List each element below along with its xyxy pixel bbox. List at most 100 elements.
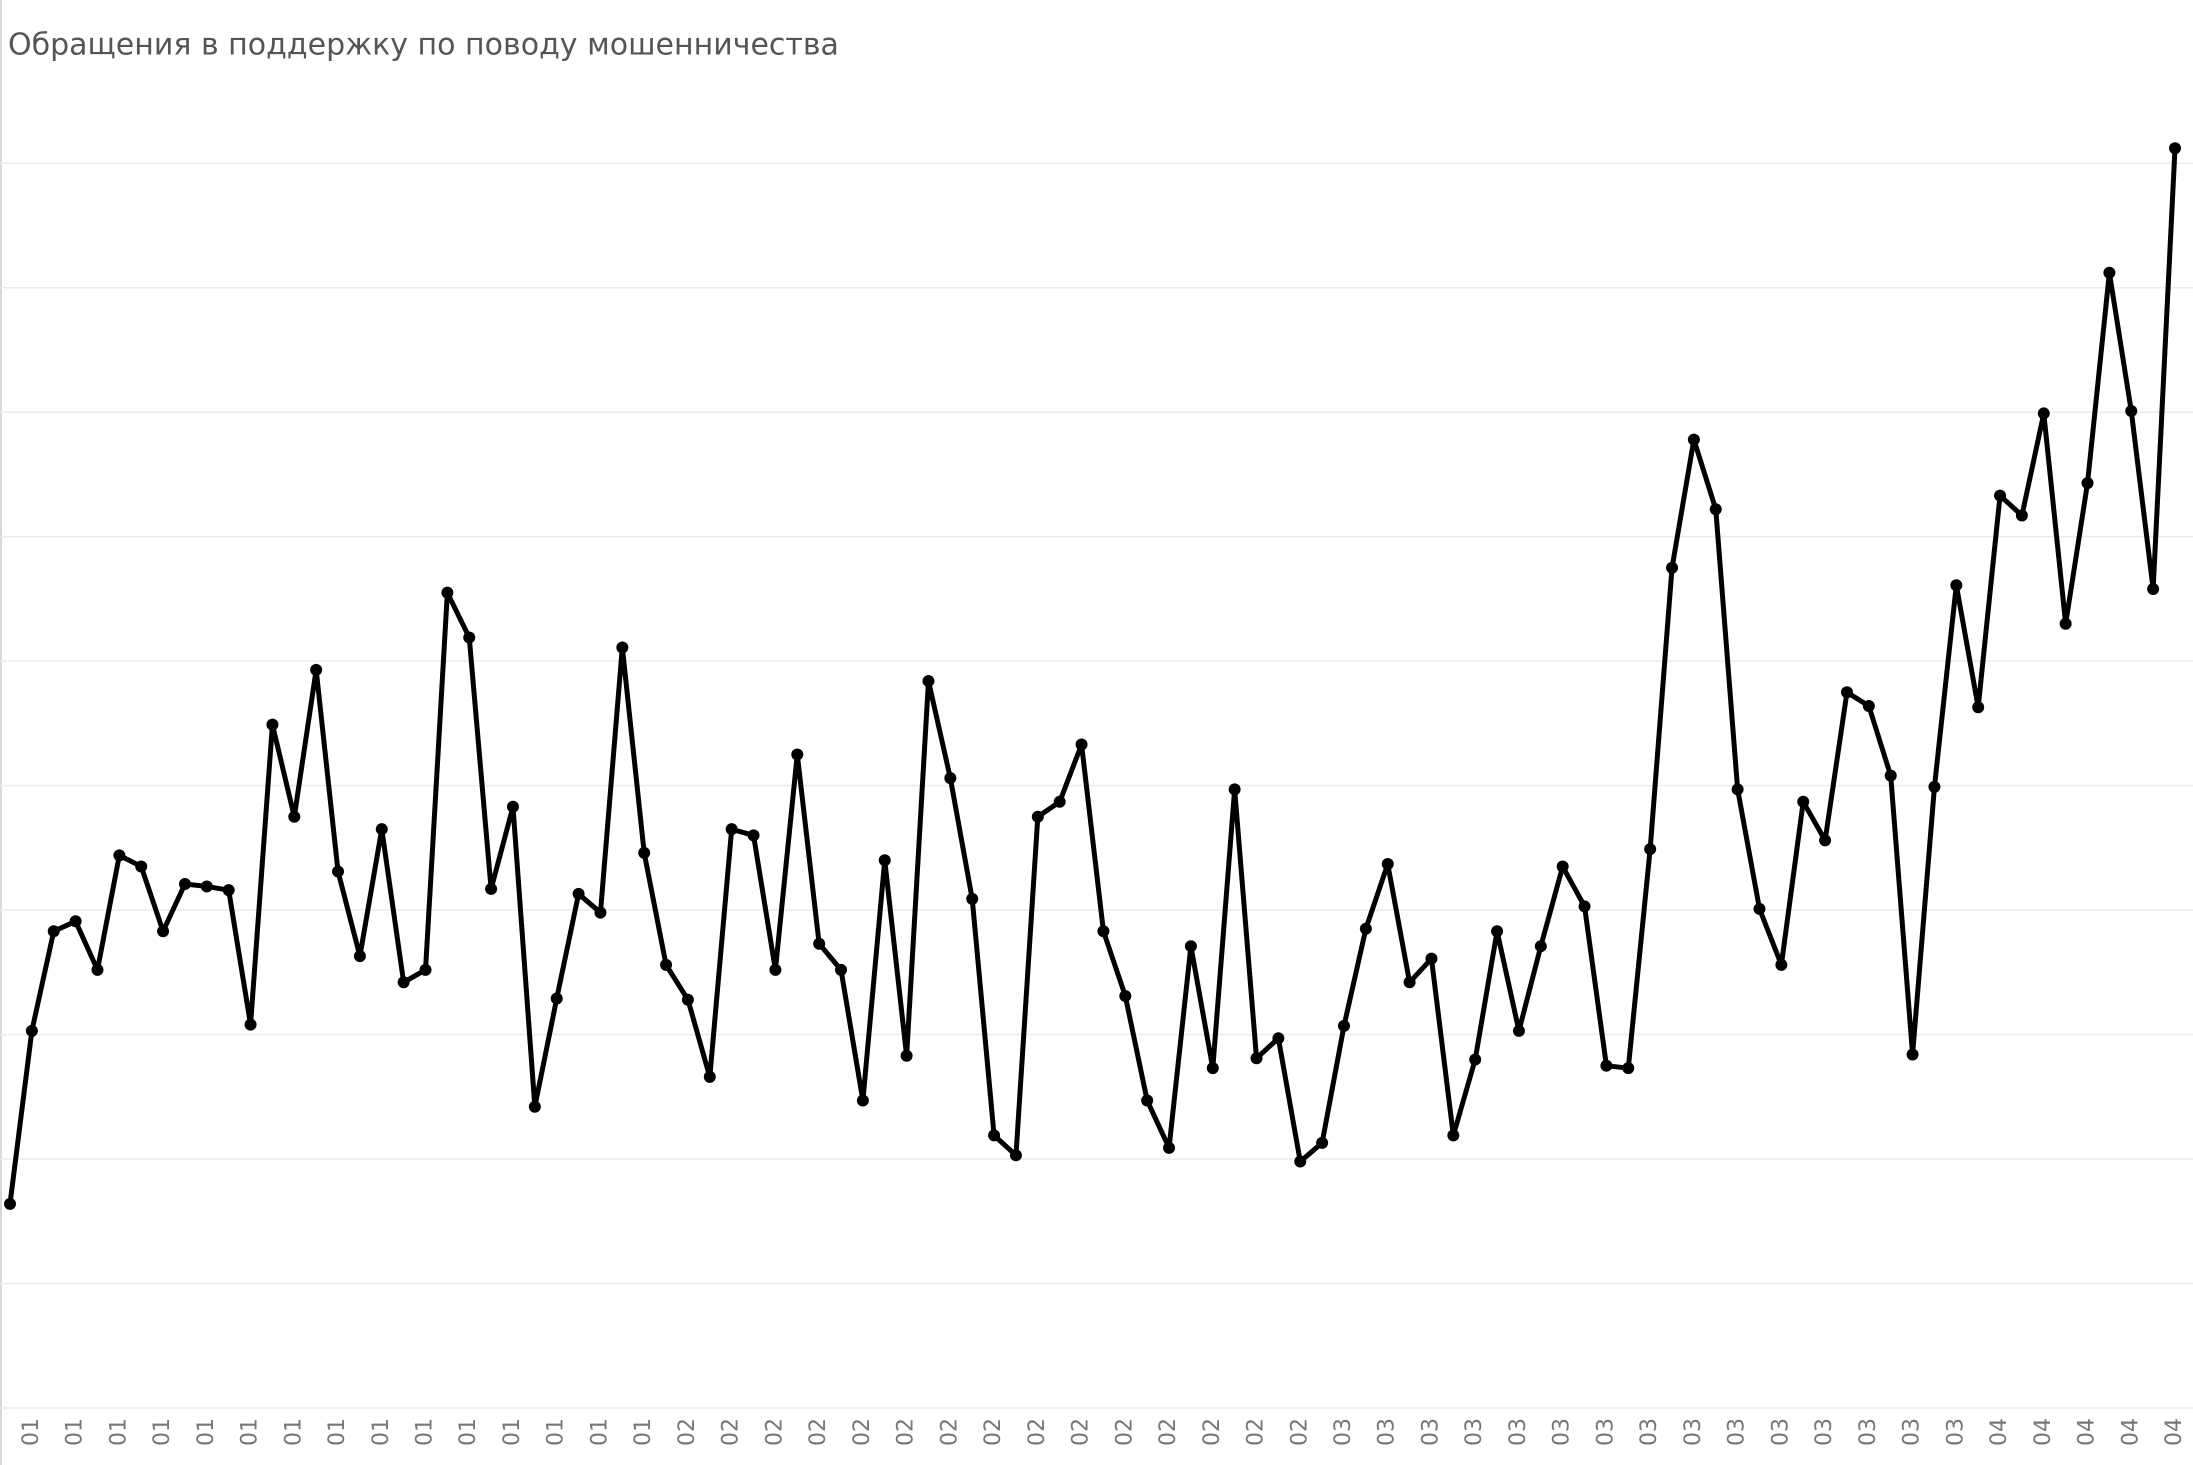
- x-tick-label: 02: [850, 1418, 875, 1446]
- point: [1228, 783, 1241, 796]
- point: [113, 849, 126, 862]
- x-tick-label: 02: [937, 1418, 962, 1446]
- x-tick-label: 01: [150, 1418, 175, 1446]
- point: [91, 963, 104, 976]
- point: [769, 963, 782, 976]
- point: [528, 1100, 541, 1113]
- point: [900, 1049, 913, 1062]
- x-tick-label: 04: [1987, 1418, 2012, 1446]
- x-tick-label: 04: [2031, 1418, 2056, 1446]
- x-tick-label: 02: [1112, 1418, 1137, 1446]
- point: [1425, 952, 1438, 965]
- point: [1447, 1129, 1460, 1142]
- x-tick-label: 02: [675, 1418, 700, 1446]
- point: [1753, 902, 1766, 915]
- point: [1009, 1149, 1022, 1162]
- point: [966, 892, 979, 905]
- point: [1053, 795, 1066, 808]
- point: [1250, 1052, 1263, 1065]
- chart-title: Обращения в поддержку по поводу мошеннич…: [8, 28, 839, 63]
- point: [2147, 582, 2160, 595]
- x-tick-label: 03: [1550, 1418, 1575, 1446]
- point: [1840, 686, 1853, 699]
- point: [747, 829, 760, 842]
- point: [1709, 503, 1722, 516]
- x-tick-label: 03: [1812, 1418, 1837, 1446]
- x-tick-label: 01: [281, 1418, 306, 1446]
- point: [856, 1094, 869, 1107]
- x-tick-label: 02: [762, 1418, 787, 1446]
- point: [725, 823, 738, 836]
- point: [1294, 1155, 1307, 1168]
- x-tick-label: 02: [1025, 1418, 1050, 1446]
- point: [878, 854, 891, 867]
- point: [1512, 1024, 1525, 1037]
- x-tick-label: 03: [1506, 1418, 1531, 1446]
- point: [1731, 783, 1744, 796]
- point: [1119, 989, 1132, 1002]
- point: [1075, 738, 1088, 751]
- x-tick-label: 03: [1725, 1418, 1750, 1446]
- point: [135, 860, 148, 873]
- x-tick-label: 03: [1637, 1418, 1662, 1446]
- x-tick-label: 01: [413, 1418, 438, 1446]
- x-tick-label: 01: [238, 1418, 263, 1446]
- point: [988, 1129, 1001, 1142]
- point: [2037, 407, 2050, 420]
- x-tick-label: 02: [806, 1418, 831, 1446]
- x-tick-label: 03: [1900, 1418, 1925, 1446]
- point: [1359, 922, 1372, 935]
- point: [1469, 1053, 1482, 1066]
- point: [550, 992, 563, 1005]
- point: [1556, 860, 1569, 873]
- x-tick-label: 01: [500, 1418, 525, 1446]
- x-tick-label: 01: [544, 1418, 569, 1446]
- x-tick-label: 03: [1375, 1418, 1400, 1446]
- point: [1862, 699, 1875, 712]
- point: [178, 877, 191, 890]
- point: [1950, 579, 1963, 592]
- point: [506, 800, 519, 813]
- point: [703, 1070, 716, 1083]
- point: [397, 976, 410, 989]
- point: [1666, 561, 1679, 574]
- point: [1819, 834, 1832, 847]
- point: [791, 748, 804, 761]
- point: [1644, 843, 1657, 856]
- point: [200, 880, 213, 893]
- point: [353, 950, 366, 963]
- x-tick-label: 01: [106, 1418, 131, 1446]
- x-tick-label: 01: [63, 1418, 88, 1446]
- point: [1884, 769, 1897, 782]
- point: [419, 963, 432, 976]
- point: [244, 1018, 257, 1031]
- point: [1534, 940, 1547, 953]
- point: [1994, 489, 2007, 502]
- x-tick-label: 02: [1156, 1418, 1181, 1446]
- point: [1491, 925, 1504, 938]
- point: [69, 915, 82, 928]
- point: [638, 846, 651, 859]
- point: [222, 884, 235, 897]
- x-tick-label: 03: [1331, 1418, 1356, 1446]
- point: [157, 925, 170, 938]
- point: [1272, 1032, 1285, 1045]
- x-tick-label: 03: [1768, 1418, 1793, 1446]
- point: [572, 887, 585, 900]
- point: [660, 958, 673, 971]
- point: [2125, 404, 2138, 417]
- x-tick-label: 03: [1593, 1418, 1618, 1446]
- point: [1687, 433, 1700, 446]
- point: [1381, 858, 1394, 871]
- point: [1972, 701, 1985, 714]
- x-tick-label: 01: [587, 1418, 612, 1446]
- point: [1775, 958, 1788, 971]
- line: [7, 148, 2178, 1205]
- point: [594, 906, 607, 919]
- point: [1928, 780, 1941, 793]
- point: [1141, 1094, 1154, 1107]
- x-tick-label: 03: [1681, 1418, 1706, 1446]
- x-tick-label: 03: [1418, 1418, 1443, 1446]
